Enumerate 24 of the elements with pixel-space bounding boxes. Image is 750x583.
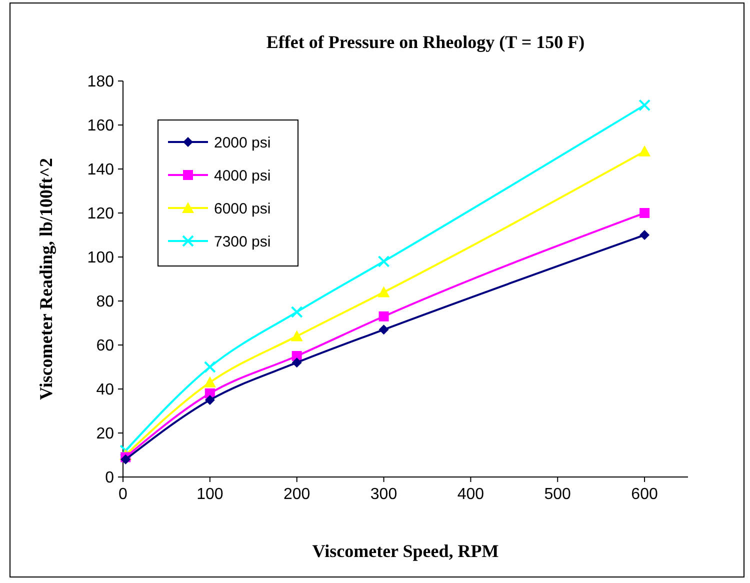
y-tick-label: 0 (105, 470, 114, 487)
legend-label: 7300 psi (214, 233, 271, 250)
y-tick-label: 40 (96, 382, 114, 399)
x-tick-label: 400 (457, 486, 484, 503)
legend-label: 6000 psi (214, 200, 271, 218)
x-tick-label: 300 (370, 486, 398, 503)
legend-label: 4000 psi (214, 167, 271, 184)
x-axis-title: Viscometer Speed, RPM (312, 541, 499, 561)
x-tick-label: 100 (196, 486, 224, 503)
y-tick-label: 20 (96, 426, 114, 443)
y-tick-label: 60 (96, 338, 114, 355)
y-tick-label: 140 (87, 162, 114, 179)
chart-title: Effet of Pressure on Rheology (T = 150 F) (266, 32, 585, 52)
x-tick-label: 500 (544, 486, 572, 503)
y-tick-label: 160 (87, 118, 114, 135)
y-tick-label: 120 (87, 206, 114, 223)
y-tick-label: 100 (87, 250, 114, 267)
legend-label: 2000 psi (214, 134, 271, 152)
y-tick-label: 180 (87, 74, 114, 91)
y-tick-label: 80 (96, 294, 114, 311)
x-tick-label: 0 (118, 486, 128, 503)
x-tick-label: 600 (631, 486, 658, 503)
y-axis-title: Viscometer Reading, lb/100ft^2 (36, 158, 56, 400)
x-tick-label: 200 (283, 486, 310, 503)
